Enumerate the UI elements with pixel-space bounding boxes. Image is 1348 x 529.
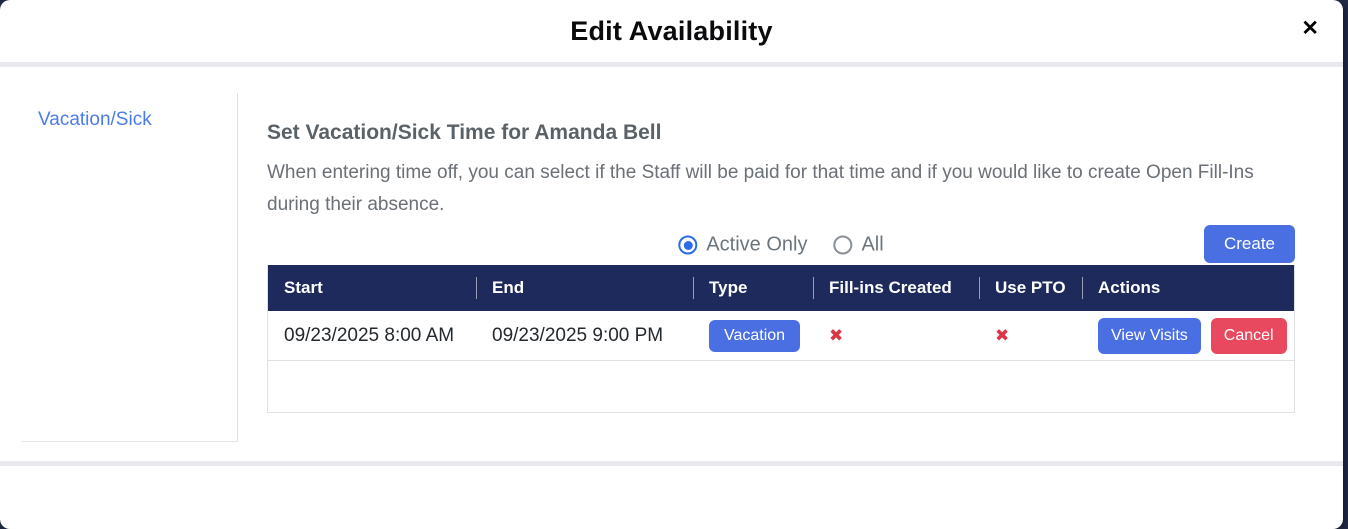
column-header-end: End xyxy=(476,265,693,311)
section-heading: Set Vacation/Sick Time for Amanda Bell xyxy=(267,121,662,144)
vacation-type-badge: Vacation xyxy=(709,319,801,352)
radio-all-label: All xyxy=(861,233,884,256)
cell-start: 09/23/2025 8:00 AM xyxy=(284,324,455,346)
radio-active-only-label: Active Only xyxy=(706,233,808,256)
table-empty-space xyxy=(268,361,1294,412)
column-header-type: Type xyxy=(693,265,813,311)
view-visits-button[interactable]: View Visits xyxy=(1098,317,1201,354)
column-header-use-pto: Use PTO xyxy=(979,265,1082,311)
create-button[interactable]: Create xyxy=(1203,225,1295,263)
radio-all[interactable]: All xyxy=(833,233,884,257)
modal-footer xyxy=(0,466,1343,519)
x-mark-icon: ✖ xyxy=(829,325,844,345)
content-panel: Set Vacation/Sick Time for Amanda Bell W… xyxy=(267,67,1295,413)
section-description: When entering time off, you can select i… xyxy=(267,162,1254,215)
close-icon[interactable]: ✕ xyxy=(1301,17,1319,40)
radio-active-only[interactable]: Active Only xyxy=(678,234,807,257)
modal-title: Edit Availability xyxy=(570,15,773,46)
column-header-start: Start xyxy=(284,278,323,297)
table-row: 09/23/2025 8:00 AM 09/23/2025 9:00 PM Va… xyxy=(268,311,1294,361)
cell-end: 09/23/2025 9:00 PM xyxy=(492,324,664,346)
modal-header: Edit Availability ✕ xyxy=(0,0,1343,67)
cell-fill-ins-created: ✖ xyxy=(813,325,979,347)
column-header-fill-ins-created: Fill-ins Created xyxy=(813,265,979,311)
cell-actions: View Visits Cancel xyxy=(1082,317,1294,354)
modal-body: Vacation/Sick Set Vacation/Sick Time for… xyxy=(0,67,1343,466)
radio-unselected-icon[interactable] xyxy=(833,235,853,255)
sidebar: Vacation/Sick xyxy=(22,93,238,442)
filter-controls: Active Only All Create xyxy=(267,225,1295,265)
radio-selected-icon[interactable] xyxy=(678,235,698,255)
sidebar-item-vacation-sick[interactable]: Vacation/Sick xyxy=(38,109,152,130)
x-mark-icon: ✖ xyxy=(995,325,1010,345)
table-header-row: Start End Type Fill-ins Created Use PTO … xyxy=(268,265,1294,311)
availability-table: Start End Type Fill-ins Created Use PTO … xyxy=(267,265,1295,413)
filter-radio-group: Active Only All xyxy=(678,233,884,257)
column-header-actions: Actions xyxy=(1082,265,1294,311)
cancel-button[interactable]: Cancel xyxy=(1210,317,1287,354)
cell-use-pto: ✖ xyxy=(979,325,1082,347)
cell-type: Vacation xyxy=(693,319,813,352)
